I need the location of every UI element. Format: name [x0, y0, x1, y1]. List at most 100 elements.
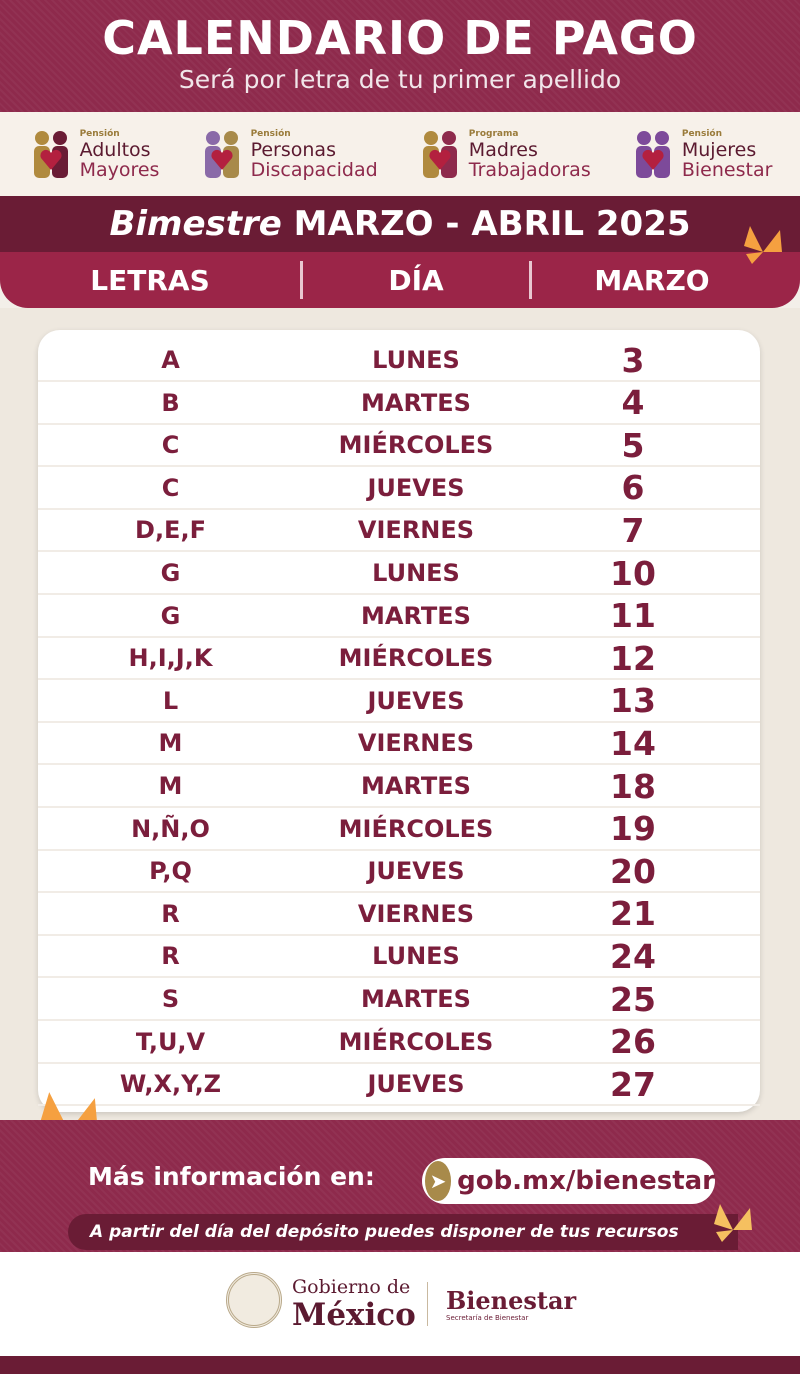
- letters-cell: D,E,F: [135, 516, 206, 545]
- footer: [0, 1252, 800, 1356]
- day-cell: MARTES: [361, 985, 471, 1013]
- day-cell: LUNES: [372, 559, 460, 587]
- page-subtitle: Será por letra de tu primer apellido: [178, 65, 622, 94]
- gob-line2: México: [292, 1297, 416, 1333]
- letters-cell: H,I,J,K: [128, 644, 213, 673]
- table-row: L JUEVES 13: [38, 681, 760, 723]
- letters-cell: C: [161, 431, 180, 460]
- day-cell: VIERNES: [357, 516, 475, 545]
- date-cell: 11: [610, 596, 656, 636]
- divider: [529, 261, 532, 299]
- header: CALENDARIO DE PAGO Será por letra de tu …: [0, 0, 800, 112]
- table-row: N,Ñ,O MIÉRCOLES 19: [38, 809, 760, 851]
- day-cell: LUNES: [372, 942, 460, 971]
- table-row: R VIERNES 21: [38, 894, 760, 936]
- day-cell: MIÉRCOLES: [338, 814, 494, 843]
- letters-cell: T,U,V: [135, 1027, 206, 1056]
- letters-cell: B: [161, 388, 180, 417]
- program-prefix: Pensión: [681, 128, 722, 139]
- column-headers: LETRAS DÍA MARZO: [0, 252, 800, 308]
- date-cell: 10: [610, 553, 656, 593]
- date-cell: 6: [621, 468, 645, 508]
- butterfly-icon: [714, 1204, 752, 1242]
- day-cell: VIERNES: [357, 899, 475, 928]
- day-cell: JUEVES: [367, 473, 465, 502]
- letters-cell: G: [160, 559, 181, 587]
- date-cell: 19: [610, 809, 656, 849]
- table-row: G LUNES 10: [38, 553, 760, 595]
- women-heart-icon: [635, 131, 670, 178]
- bienestar-logo: Bienestar Secretaría de Bienestar: [446, 1286, 577, 1323]
- table-row: W,X,Y,Z JUEVES 27: [38, 1064, 760, 1107]
- date-cell: 24: [610, 936, 656, 976]
- website-url[interactable]: gob.mx/bienestar: [457, 1166, 715, 1196]
- program-prefix: Pensión: [79, 128, 120, 139]
- program-name: Trabajadoras: [468, 158, 591, 181]
- day-cell: MIÉRCOLES: [338, 431, 494, 460]
- day-cell: LUNES: [372, 346, 460, 374]
- column-day: DÍA: [388, 263, 444, 297]
- letters-cell: M: [158, 729, 183, 758]
- table-row: R LUNES 24: [38, 936, 760, 979]
- letters-cell: W,X,Y,Z: [119, 1070, 222, 1099]
- date-cell: 26: [610, 1022, 656, 1062]
- program-name: Bienestar: [681, 158, 773, 181]
- period-label: Bimestre: [109, 204, 282, 244]
- day-cell: MARTES: [361, 772, 471, 800]
- bienestar-name: Bienestar: [446, 1286, 577, 1315]
- secretaria-name: Secretaría de Bienestar: [446, 1314, 529, 1322]
- butterfly-icon: [744, 226, 782, 264]
- website-link[interactable]: ➤ gob.mx/bienestar: [422, 1158, 715, 1204]
- gobierno-logo: Gobierno de México: [292, 1276, 416, 1332]
- table-row: D,E,F VIERNES 7: [38, 510, 760, 553]
- mexico-seal-icon: [226, 1272, 282, 1328]
- table-row: S MARTES 25: [38, 979, 760, 1021]
- letters-cell: P,Q: [149, 857, 192, 886]
- day-cell: JUEVES: [367, 1070, 465, 1099]
- program-name: Adultos: [79, 138, 151, 161]
- page-title: CALENDARIO DE PAGO: [102, 11, 698, 65]
- program-logo: Pensión Personas Discapacidad: [199, 128, 378, 180]
- date-cell: 12: [610, 638, 656, 678]
- mother-children-heart-icon: [422, 131, 457, 178]
- letters-cell: L: [162, 686, 179, 715]
- day-cell: MARTES: [361, 388, 471, 417]
- table-row: M VIERNES 14: [38, 723, 760, 766]
- letters-cell: G: [160, 601, 181, 630]
- bottom-bar: [0, 1356, 800, 1374]
- table-row: T,U,V MIÉRCOLES 26: [38, 1022, 760, 1064]
- date-cell: 20: [610, 851, 656, 891]
- program-logos: Pensión Adultos Mayores Pensión Personas Dis…: [0, 112, 800, 196]
- program-name: Mayores: [79, 158, 160, 181]
- deposit-note: A partir del día del depósito puedes dis…: [68, 1214, 738, 1250]
- program-logo: Pensión Adultos Mayores: [28, 128, 160, 181]
- elderly-couple-heart-icon: [33, 131, 68, 178]
- period-banner: Bimestre MARZO - ABRIL 2025: [0, 196, 800, 252]
- program-prefix: Programa: [468, 128, 519, 139]
- day-cell: JUEVES: [367, 686, 465, 715]
- column-letters: LETRAS: [90, 263, 210, 297]
- table-row: A LUNES 3: [38, 340, 760, 382]
- letters-cell: N,Ñ,O: [131, 814, 210, 843]
- date-cell: 5: [621, 425, 645, 465]
- letters-cell: C: [161, 473, 180, 502]
- period-value: MARZO - ABRIL 2025: [293, 204, 691, 244]
- day-cell: MIÉRCOLES: [338, 1027, 494, 1056]
- divider: [300, 261, 303, 299]
- program-name: Personas: [250, 138, 336, 161]
- date-cell: 21: [610, 894, 656, 934]
- column-month: MARZO: [594, 263, 710, 297]
- gob-line1: Gobierno de: [292, 1276, 411, 1298]
- date-cell: 18: [610, 766, 656, 806]
- letters-cell: M: [158, 772, 183, 800]
- date-cell: 4: [621, 383, 645, 423]
- day-cell: VIERNES: [357, 729, 475, 758]
- date-cell: 7: [621, 510, 645, 550]
- date-cell: 27: [610, 1064, 656, 1104]
- date-cell: 3: [621, 340, 645, 380]
- table-row: P,Q JUEVES 20: [38, 851, 760, 894]
- table-row: G MARTES 11: [38, 596, 760, 638]
- info-label: Más información en:: [88, 1162, 375, 1191]
- letters-cell: R: [161, 942, 180, 971]
- program-name: Madres: [468, 138, 538, 161]
